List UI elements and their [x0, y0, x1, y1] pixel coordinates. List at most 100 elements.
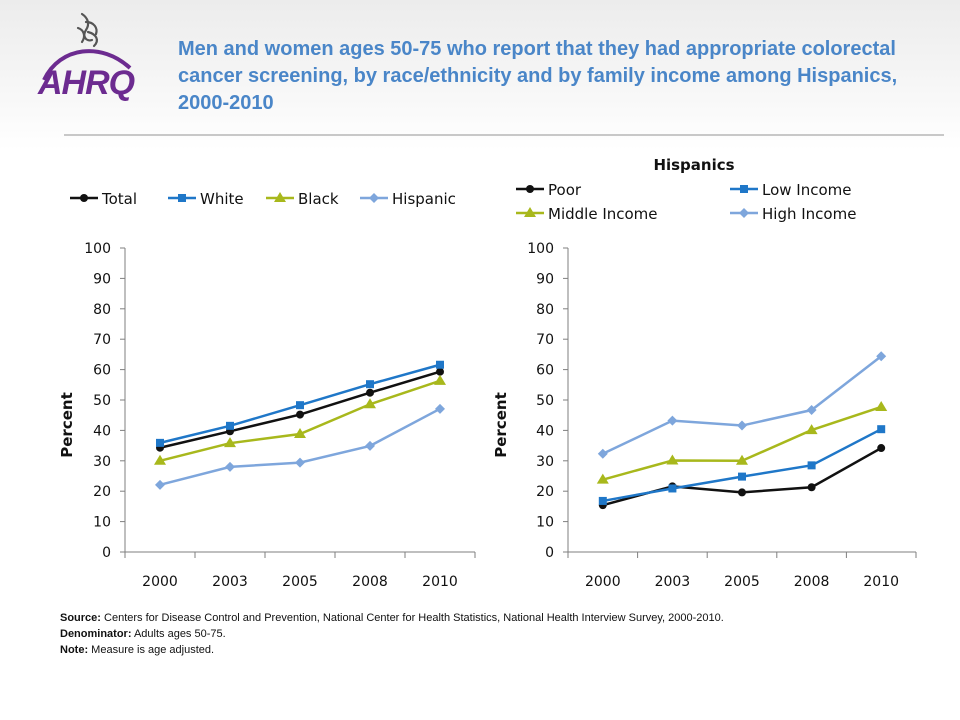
x-tick-label: 2008: [352, 574, 388, 590]
data-point: [154, 454, 166, 465]
data-point: [597, 448, 608, 459]
y-tick-label: 100: [84, 241, 111, 257]
legend-marker: [80, 194, 88, 202]
series-black: [154, 374, 446, 465]
x-tick-label: 2005: [282, 574, 318, 590]
data-point: [435, 403, 445, 414]
x-tick-label: 2003: [655, 574, 691, 590]
data-point: [436, 360, 444, 369]
y-tick-label: 60: [93, 363, 111, 379]
legend-item: High Income: [730, 205, 856, 223]
legend-item: Total: [70, 190, 137, 208]
data-point: [806, 405, 817, 416]
series-total: [156, 367, 444, 452]
data-point: [155, 479, 165, 490]
data-point: [296, 410, 304, 419]
y-tick-label: 40: [93, 423, 111, 439]
denominator-note: Denominator: Adults ages 50-75.: [60, 628, 226, 640]
logo-swoosh: [42, 49, 132, 81]
legend-marker: [178, 194, 186, 202]
y-axis-title: Percent: [492, 392, 510, 457]
data-point: [877, 425, 886, 434]
data-point: [666, 454, 679, 465]
y-tick-label: 40: [536, 423, 554, 439]
series-middle-income: [596, 400, 888, 484]
data-point: [668, 484, 677, 493]
y-tick-label: 20: [93, 484, 111, 500]
legend-item: Poor: [516, 181, 582, 199]
hhs-eagle-icon: [76, 12, 98, 48]
series-white: [156, 360, 444, 447]
data-point: [436, 367, 444, 376]
y-tick-label: 70: [536, 332, 554, 348]
legend-marker: [740, 185, 748, 193]
data-point: [365, 440, 375, 451]
legend-label: High Income: [762, 205, 856, 223]
footnotes: Source: Centers for Disease Control and …: [60, 610, 920, 658]
x-tick-label: 2010: [422, 574, 458, 590]
data-point: [434, 374, 446, 385]
series-line: [602, 355, 882, 455]
y-tick-label: 0: [545, 545, 554, 561]
legend-marker: [526, 185, 534, 193]
page-title: Men and women ages 50-75 who report that…: [178, 38, 898, 114]
series-high-income: [597, 351, 887, 459]
y-tick-label: 80: [93, 302, 111, 318]
y-tick-label: 0: [102, 545, 111, 561]
y-tick-label: 50: [93, 393, 111, 409]
ahrq-logo: AHRQ: [37, 12, 136, 102]
measure-note: Note: Measure is age adjusted.: [60, 644, 215, 656]
data-point: [667, 415, 678, 426]
legend-label: White: [200, 190, 244, 208]
data-point: [226, 421, 234, 430]
data-point: [225, 461, 235, 472]
y-axis-title: Percent: [58, 392, 76, 457]
data-point: [807, 483, 816, 492]
series-low-income: [598, 425, 886, 505]
source-note: Source: Centers for Disease Control and …: [60, 612, 724, 624]
x-tick-label: 2010: [863, 574, 899, 590]
legend-item: Low Income: [730, 181, 852, 199]
data-point: [294, 428, 306, 439]
y-tick-label: 30: [93, 454, 111, 470]
header-divider: [64, 134, 944, 136]
data-point: [156, 438, 164, 447]
legend-item: Black: [266, 190, 339, 208]
data-point: [296, 401, 304, 410]
y-tick-label: 70: [93, 332, 111, 348]
y-tick-label: 30: [536, 454, 554, 470]
data-point: [224, 437, 236, 448]
y-tick-label: 20: [536, 484, 554, 500]
legend-label: Total: [101, 190, 137, 208]
y-tick-label: 90: [536, 271, 554, 287]
legend-marker: [274, 192, 286, 202]
x-tick-label: 2003: [212, 574, 248, 590]
x-tick-label: 2008: [794, 574, 830, 590]
y-tick-label: 10: [536, 515, 554, 531]
y-tick-label: 90: [93, 271, 111, 287]
series-line: [159, 407, 441, 487]
legend-label: Black: [298, 190, 339, 208]
y-tick-label: 50: [536, 393, 554, 409]
x-tick-label: 2000: [585, 574, 621, 590]
legend-label: Poor: [548, 181, 582, 199]
legend-label: Hispanic: [392, 190, 456, 208]
legend-label: Low Income: [762, 181, 852, 199]
data-point: [736, 454, 748, 465]
data-point: [877, 444, 886, 453]
data-point: [876, 351, 887, 362]
header-background: [0, 0, 960, 150]
data-point: [366, 388, 374, 397]
data-point: [737, 420, 747, 431]
data-point: [366, 380, 374, 389]
data-point: [596, 473, 609, 484]
y-tick-label: 80: [536, 302, 554, 318]
data-point: [738, 472, 746, 481]
legend-item: Middle Income: [516, 205, 658, 223]
logo-text: AHRQ: [37, 64, 135, 102]
series-hispanic: [155, 403, 445, 490]
legend-marker: [369, 193, 379, 203]
y-tick-label: 10: [93, 515, 111, 531]
data-point: [738, 488, 746, 497]
